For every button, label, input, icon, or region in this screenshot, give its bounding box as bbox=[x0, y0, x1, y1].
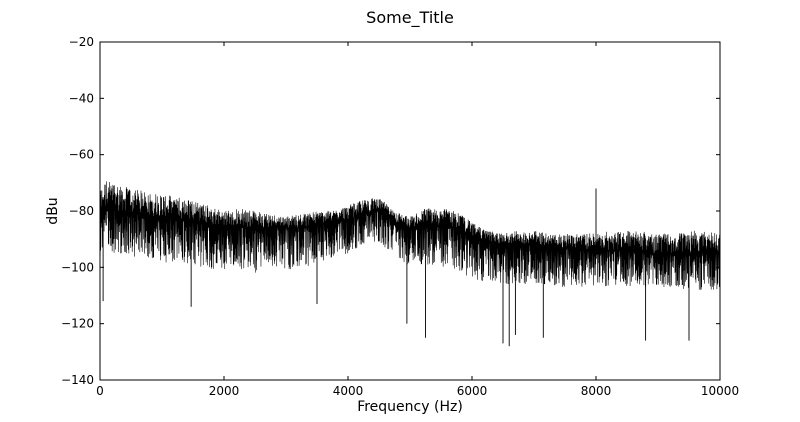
x-tick-label: 10000 bbox=[701, 384, 739, 398]
x-tick-label: 4000 bbox=[333, 384, 364, 398]
x-tick-label: 6000 bbox=[457, 384, 488, 398]
y-tick-label: −140 bbox=[61, 373, 94, 387]
y-axis-label: dBu bbox=[45, 197, 61, 224]
y-tick-label: −100 bbox=[61, 260, 94, 274]
chart-title: Some_Title bbox=[366, 8, 454, 28]
plot-area-frame bbox=[99, 41, 721, 381]
x-tick-label: 2000 bbox=[209, 384, 240, 398]
y-tick-label: −40 bbox=[69, 91, 94, 105]
y-tick-label: −80 bbox=[69, 204, 94, 218]
x-tick-label: 8000 bbox=[581, 384, 612, 398]
y-tick-label: −60 bbox=[69, 148, 94, 162]
plot-data bbox=[99, 181, 721, 347]
y-tick-label: −20 bbox=[69, 35, 94, 49]
y-tick-label: −120 bbox=[61, 317, 94, 331]
x-axis: 0 2000 4000 6000 8000 10000 bbox=[96, 42, 739, 398]
x-tick-label: 0 bbox=[96, 384, 104, 398]
spectrum-line bbox=[99, 181, 721, 290]
x-axis-label: Frequency (Hz) bbox=[357, 399, 463, 415]
y-axis: −20 −40 −60 −80 −100 −120 −140 bbox=[61, 35, 720, 387]
